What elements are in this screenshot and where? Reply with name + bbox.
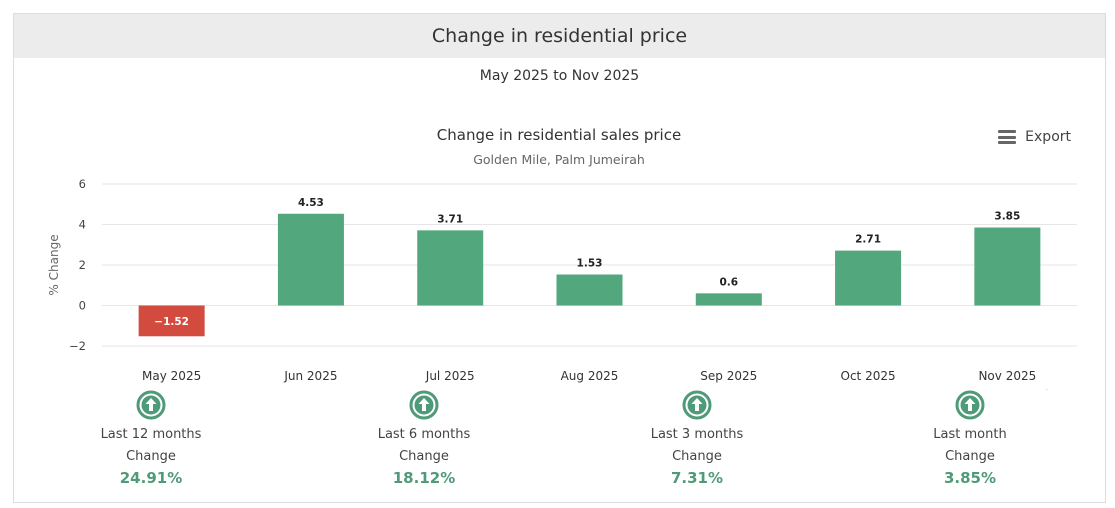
- chart-subtitle: Golden Mile, Palm Jumeirah: [473, 152, 645, 167]
- price-change-panel: Change in residential price May 2025 to …: [13, 13, 1106, 503]
- stat-value: 3.85%: [943, 469, 997, 487]
- x-tick-label: Aug 2025: [561, 369, 619, 383]
- chart-credit: PropertyMonitor.ae: [982, 389, 1077, 390]
- stats-row: Last 12 months Change 24.91% Last 6 mont…: [14, 390, 1105, 500]
- stat-change-label: Change: [126, 449, 176, 464]
- y-tick-label: −2: [69, 339, 86, 353]
- bar[interactable]: [974, 227, 1041, 306]
- stat-last-12-months: Last 12 months Change 24.91%: [76, 390, 226, 487]
- arrow-up-circle-icon: [136, 390, 166, 420]
- data-label: 1.53: [577, 258, 603, 270]
- x-tick-label: May 2025: [142, 369, 201, 383]
- bar[interactable]: [417, 230, 484, 306]
- data-label: 3.85: [994, 211, 1020, 223]
- export-button[interactable]: Export: [998, 129, 1071, 145]
- y-tick-label: 0: [79, 299, 86, 313]
- stat-value: 18.12%: [392, 469, 456, 487]
- x-tick-label: Jul 2025: [425, 369, 475, 383]
- arrow-up-circle-icon: [409, 390, 439, 420]
- data-label: −1.52: [154, 316, 189, 328]
- stat-period: Last 12 months: [100, 427, 202, 442]
- arrow-up-circle-icon: [955, 390, 985, 420]
- panel-header: Change in residential price: [14, 14, 1105, 58]
- x-tick-label: Jun 2025: [283, 369, 337, 383]
- x-tick-label: Oct 2025: [841, 369, 896, 383]
- data-label: 4.53: [298, 197, 324, 209]
- stat-change-label: Change: [945, 449, 995, 464]
- stat-change-label: Change: [399, 449, 449, 464]
- stat-period: Last month: [933, 427, 1007, 442]
- arrow-up-circle-icon: [682, 390, 712, 420]
- y-tick-label: 6: [79, 177, 86, 191]
- data-label: 2.71: [855, 234, 881, 246]
- chart-title: Change in residential sales price: [437, 126, 681, 144]
- bar[interactable]: [277, 213, 344, 306]
- stat-value: 7.31%: [670, 469, 724, 487]
- stat-change-label: Change: [672, 449, 722, 464]
- export-label: Export: [1025, 129, 1071, 145]
- bar[interactable]: [695, 293, 762, 306]
- bar[interactable]: [835, 250, 902, 306]
- stat-period: Last 3 months: [650, 427, 744, 442]
- date-range-label: May 2025 to Nov 2025: [479, 68, 640, 84]
- stat-last-3-months: Last 3 months Change 7.31%: [622, 390, 772, 487]
- x-tick-label: Sep 2025: [700, 369, 757, 383]
- bar[interactable]: [138, 305, 205, 337]
- y-tick-label: 2: [79, 258, 86, 272]
- x-tick-label: Nov 2025: [978, 369, 1036, 383]
- data-label: 0.6: [719, 276, 738, 288]
- y-tick-label: 4: [79, 218, 86, 232]
- bar[interactable]: [556, 274, 623, 306]
- y-axis-label: % Change: [47, 234, 61, 295]
- hamburger-menu-icon: [998, 130, 1017, 144]
- stat-last-6-months: Last 6 months Change 18.12%: [349, 390, 499, 487]
- stat-value: 24.91%: [119, 469, 183, 487]
- stat-last-month: Last month Change 3.85%: [895, 390, 1045, 487]
- panel-title: Change in residential price: [431, 25, 688, 47]
- stat-period: Last 6 months: [377, 427, 471, 442]
- data-label: 3.71: [437, 213, 463, 225]
- bar-chart: Change in residential sales price Golden …: [47, 126, 1077, 390]
